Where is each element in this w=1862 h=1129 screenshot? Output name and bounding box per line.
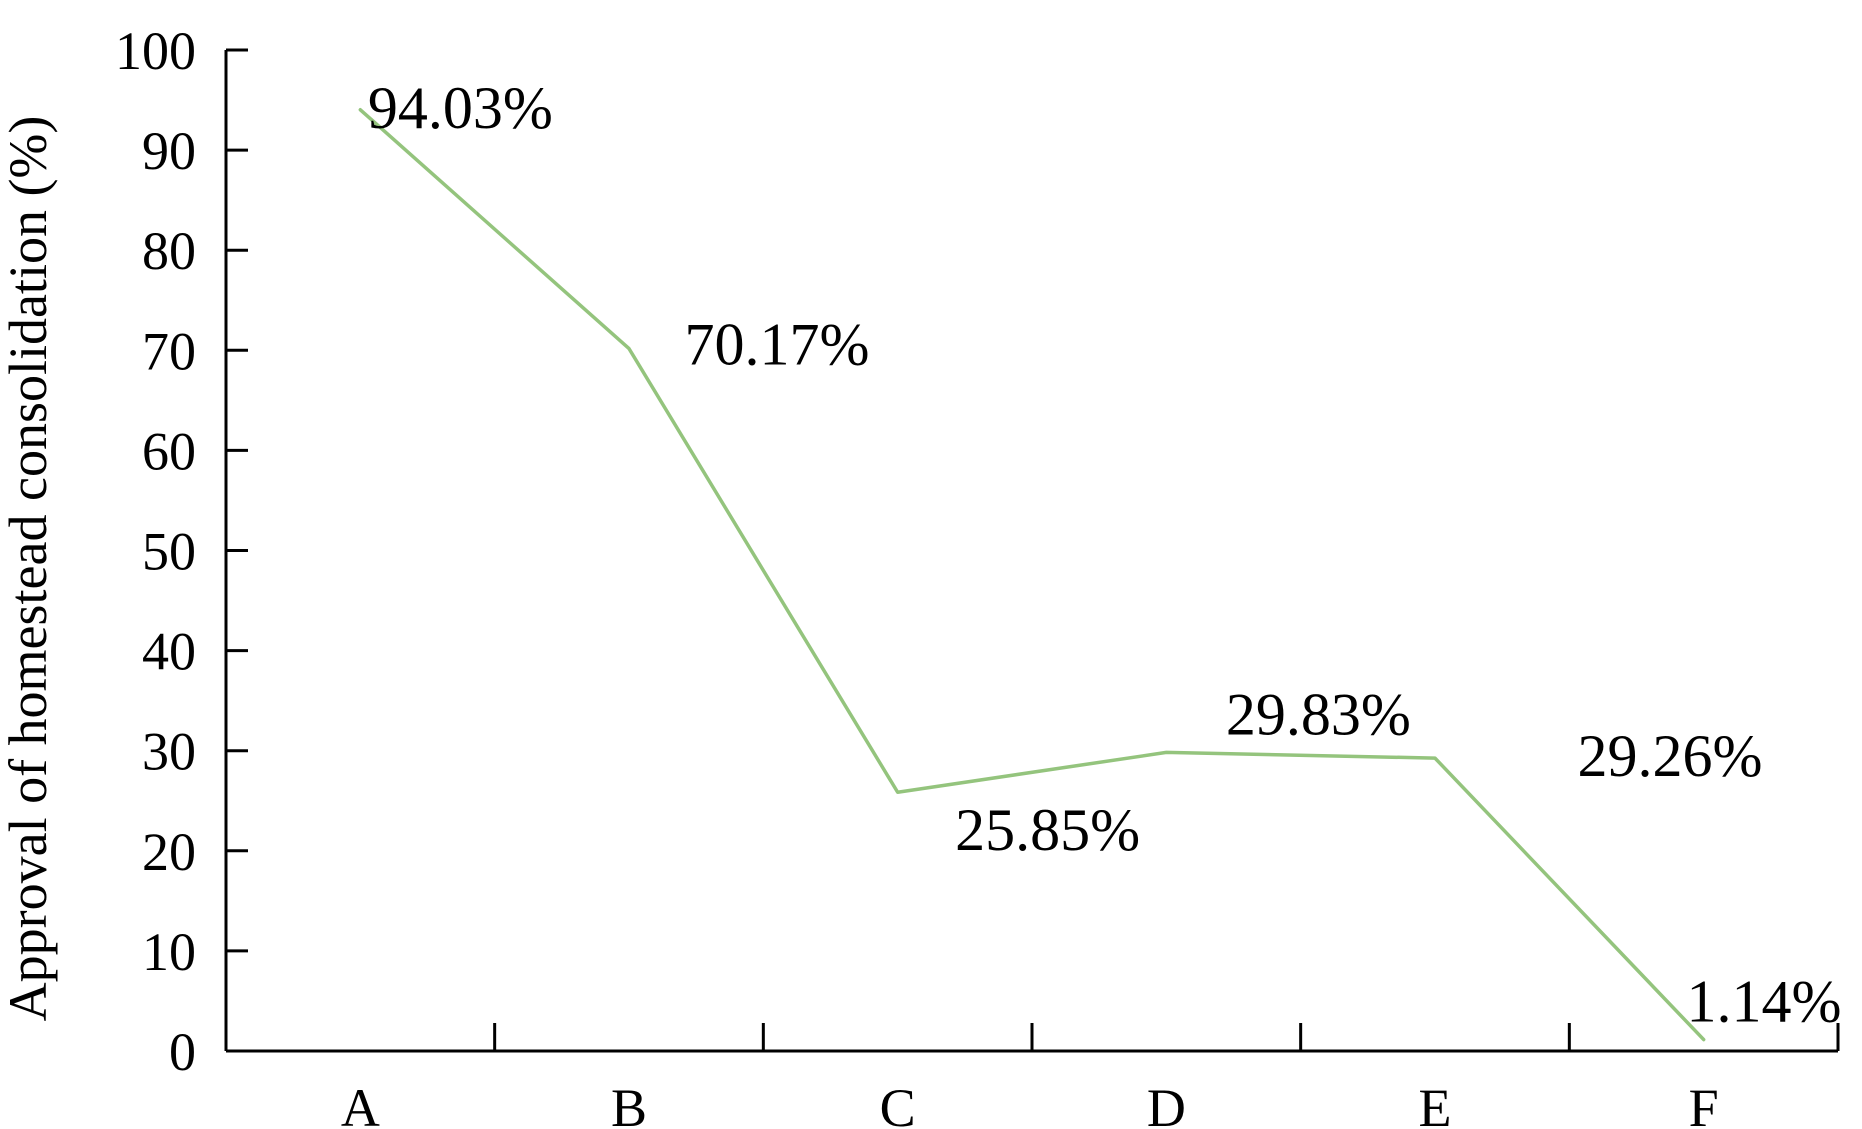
data-labels: 94.03% 70.17% 25.85% 29.83% 29.26% 1.14% (368, 75, 1842, 1035)
y-tick-label: 30 (142, 722, 196, 782)
data-label: 25.85% (955, 797, 1140, 863)
y-tick-label: 40 (142, 622, 196, 682)
y-tick-label: 50 (142, 522, 196, 582)
y-tick-label: 90 (142, 121, 196, 181)
y-tick-label: 100 (115, 21, 196, 81)
y-tick-label: 20 (142, 822, 196, 882)
y-tick-label: 80 (142, 221, 196, 281)
series-line (358, 108, 1706, 1042)
data-label: 29.83% (1226, 681, 1411, 747)
y-tick-label: 70 (142, 321, 196, 381)
data-label: 70.17% (685, 312, 870, 378)
x-tick-label: C (880, 1078, 916, 1129)
data-label: 1.14% (1687, 969, 1842, 1035)
data-label: 29.26% (1578, 723, 1763, 789)
y-tick-label: 0 (169, 1022, 196, 1082)
y-tick-label: 60 (142, 421, 196, 481)
x-tick-label: E (1419, 1078, 1452, 1129)
x-tick-label: F (1689, 1078, 1719, 1129)
x-tick-label: A (341, 1078, 380, 1129)
y-tick-label: 10 (142, 922, 196, 982)
data-label: 94.03% (368, 75, 553, 141)
y-axis-ticks: 0 10 20 30 40 50 60 70 80 90 100 (115, 21, 248, 1082)
x-axis-ticks: A B C D E F (341, 1023, 1840, 1129)
x-tick-label: B (611, 1078, 647, 1129)
y-axis-label: Approval of homestead consolidation (%) (0, 116, 58, 1022)
x-tick-label: D (1147, 1078, 1186, 1129)
